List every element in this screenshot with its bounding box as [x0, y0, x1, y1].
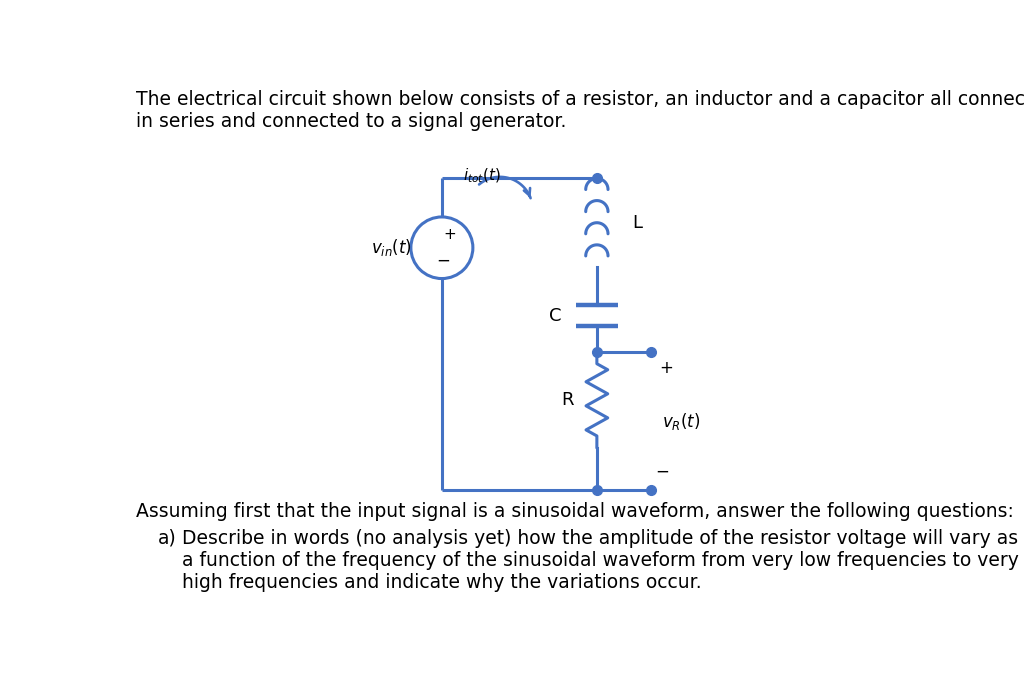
- Text: +: +: [658, 360, 673, 377]
- Text: a): a): [158, 529, 176, 548]
- Text: L: L: [632, 214, 642, 232]
- Text: R: R: [561, 391, 573, 409]
- Text: $i_{tot}(t)$: $i_{tot}(t)$: [463, 166, 501, 185]
- Text: +: +: [443, 227, 456, 242]
- Text: −: −: [436, 252, 451, 270]
- Text: Assuming first that the input signal is a sinusoidal waveform, answer the follow: Assuming first that the input signal is …: [136, 502, 1014, 521]
- Text: C: C: [550, 307, 562, 325]
- Text: The electrical circuit shown below consists of a resistor, an inductor and a cap: The electrical circuit shown below consi…: [136, 90, 1024, 131]
- Text: −: −: [655, 463, 669, 481]
- Text: Describe in words (no analysis yet) how the amplitude of the resistor voltage wi: Describe in words (no analysis yet) how …: [182, 529, 1019, 592]
- Text: $v_R(t)$: $v_R(t)$: [662, 410, 700, 432]
- Text: $v_{in}(t)$: $v_{in}(t)$: [371, 237, 412, 258]
